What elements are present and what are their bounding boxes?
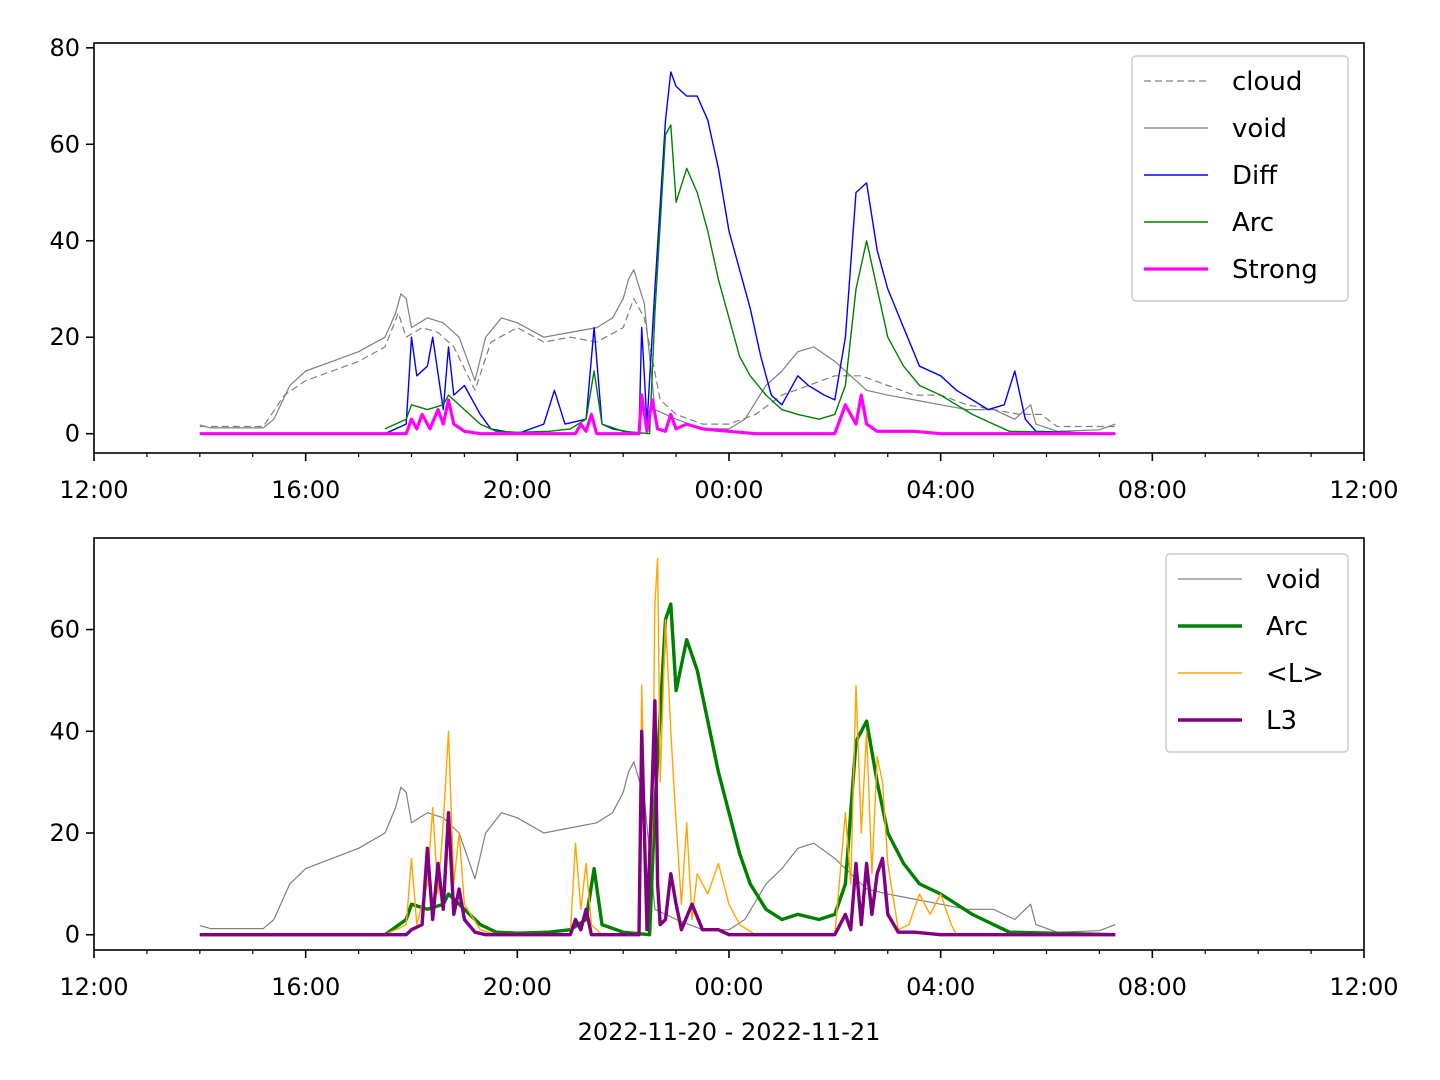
chart-panel-2: 12:00 16:00 20:00 00:00 04:00 08:00 12:00 0 20 40… — [49, 537, 1399, 1001]
y-tick-label: 60 — [49, 616, 80, 644]
series-line-diff — [384, 71, 1116, 435]
x-tick-label: 16:00 — [271, 476, 340, 504]
y-tick-label: 20 — [49, 819, 80, 847]
legend-label: Arc — [1232, 208, 1274, 238]
x-tick-label: 04:00 — [906, 973, 975, 1001]
legend-label: Diff — [1232, 161, 1278, 191]
legend-label: void — [1266, 565, 1321, 595]
x-tick-label: 00:00 — [694, 476, 763, 504]
series-line-cloud — [199, 298, 1116, 428]
x-tick-label: 12:00 — [1329, 973, 1398, 1001]
x-tick-label: 04:00 — [906, 476, 975, 504]
y-tick-label: 40 — [49, 227, 80, 255]
y-tick-label: 20 — [49, 323, 80, 351]
series-line-l3 — [199, 699, 1116, 937]
y-tick-label: 40 — [49, 717, 80, 745]
legend-label: cloud — [1232, 67, 1302, 97]
legend-label: <L> — [1266, 659, 1324, 689]
x-tick-label: 08:00 — [1118, 973, 1187, 1001]
x-tick-label: 16:00 — [271, 973, 340, 1001]
x-tick-label: 00:00 — [694, 973, 763, 1001]
x-tick-label: 12:00 — [59, 973, 128, 1001]
legend-label: Arc — [1266, 612, 1308, 642]
series-line-strong — [199, 393, 1116, 436]
series-line-arc — [199, 602, 1116, 937]
legend-label: L3 — [1266, 706, 1297, 736]
y-tick-label: 0 — [65, 420, 80, 448]
legend-box — [1131, 55, 1349, 302]
chart-panel-1: 12:00 16:00 20:00 00:00 04:00 08:00 12:00 0 20 40… — [49, 34, 1398, 504]
legend-box — [1165, 553, 1349, 753]
series-line-l — [384, 557, 1116, 936]
y-tick-label: 0 — [65, 921, 80, 949]
legend-label: Strong — [1232, 255, 1318, 285]
x-tick-label: 08:00 — [1118, 476, 1187, 504]
y-tick-label: 80 — [49, 34, 80, 62]
x-tick-label: 20:00 — [483, 973, 552, 1001]
series-line-arc — [384, 124, 1116, 435]
legend: cloud void Diff Arc Strong — [1131, 55, 1349, 302]
legend-label: void — [1232, 114, 1287, 144]
x-tick-label: 12:00 — [1329, 476, 1398, 504]
x-axis-label: 2022-11-20 - 2022-11-21 — [578, 1018, 881, 1046]
legend: void Arc <L> L3 — [1165, 553, 1349, 753]
series-line-void — [199, 269, 1116, 432]
x-tick-label: 20:00 — [483, 476, 552, 504]
series-line-void — [199, 761, 1116, 933]
y-tick-label: 60 — [49, 130, 80, 158]
x-tick-label: 12:00 — [59, 476, 128, 504]
